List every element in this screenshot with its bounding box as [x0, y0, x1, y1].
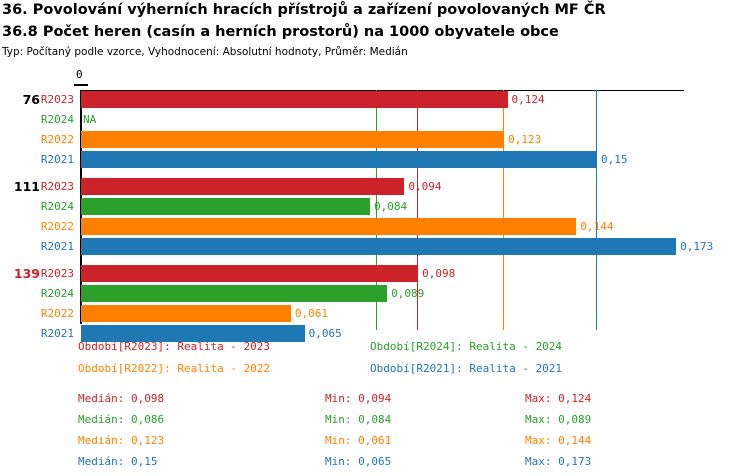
bar-value-label: 0,089 [391, 287, 425, 300]
bar-value-label: 0,098 [422, 267, 456, 280]
bar-row-label-r2024: R2024 [40, 200, 74, 213]
chart-top-axis [80, 90, 684, 91]
bar-r2024[interactable] [81, 198, 370, 215]
bar-row-label-r2023: R2023 [40, 267, 74, 280]
bar-value-label: 0,094 [408, 180, 442, 193]
bar-row-label-r2024: R2024 [40, 113, 74, 126]
stat-min-row1: Min: 0,084 [325, 413, 392, 426]
bar-value-label: 0,065 [308, 327, 342, 340]
bar-row-label-r2021: R2021 [40, 240, 74, 253]
bar-value-label: 0,123 [508, 133, 542, 146]
bar-r2021[interactable] [81, 151, 597, 168]
page-subtitle: Typ: Počítaný podle vzorce, Vyhodnocení:… [2, 46, 408, 58]
bar-r2023[interactable] [81, 91, 508, 108]
bar-row-label-r2022: R2022 [40, 133, 74, 146]
reference-line-r2024 [375, 90, 377, 330]
stat-max-row2: Max: 0,144 [525, 434, 592, 447]
stat-max-row0: Max: 0,124 [525, 392, 592, 405]
stat-median-row2: Medián: 0,123 [78, 434, 165, 447]
reference-line-r2023 [417, 90, 419, 330]
bar-r2024[interactable] [81, 285, 388, 302]
bar-r2022[interactable] [81, 218, 577, 235]
group-label-139[interactable]: 139 [13, 266, 40, 281]
legend-item-1[interactable]: Období[R2024]: Realita - 2024 [370, 340, 563, 353]
stat-min-row3: Min: 0,065 [325, 455, 392, 468]
reference-line-r2021 [596, 90, 597, 330]
page-title-line1: 36. Povolování výherních hracích přístro… [2, 2, 606, 18]
bar-r2021[interactable] [81, 325, 305, 342]
zero-tick [74, 84, 88, 86]
bar-r2021[interactable] [81, 238, 677, 255]
bar-row-label-r2022: R2022 [40, 307, 74, 320]
bar-row-label-r2022: R2022 [40, 220, 74, 233]
bar-row-label-r2024: R2024 [40, 287, 74, 300]
bar-value-label: 0,061 [294, 307, 328, 320]
bar-row-label-r2021: R2021 [40, 153, 74, 166]
bar-value-label: 0,124 [511, 93, 545, 106]
bar-row-label-r2021: R2021 [40, 327, 74, 340]
legend-item-2[interactable]: Období[R2022]: Realita - 2022 [78, 362, 271, 375]
bar-r2023[interactable] [81, 178, 405, 195]
legend-item-3[interactable]: Období[R2021]: Realita - 2021 [370, 362, 563, 375]
page-title-line2: 36.8 Počet heren (casín a herních prosto… [2, 24, 559, 40]
bar-r2023[interactable] [81, 265, 419, 282]
stat-median-row1: Medián: 0,086 [78, 413, 165, 426]
stat-min-row2: Min: 0,061 [325, 434, 392, 447]
stat-max-row3: Max: 0,173 [525, 455, 592, 468]
stat-max-row1: Max: 0,089 [525, 413, 592, 426]
bar-value-label: 0,084 [373, 200, 408, 213]
bar-value-label: 0,15 [601, 153, 628, 166]
bar-na-label: NA [83, 113, 97, 126]
stat-min-row0: Min: 0,094 [325, 392, 392, 405]
bar-value-label: 0,173 [680, 240, 714, 253]
group-label-111[interactable]: 111 [13, 179, 40, 194]
bar-value-label: 0,144 [580, 220, 614, 233]
stat-median-row3: Medián: 0,15 [78, 455, 158, 468]
bar-r2022[interactable] [81, 305, 291, 322]
legend-item-0[interactable]: Období[R2023]: Realita - 2023 [78, 340, 271, 353]
bar-r2022[interactable] [81, 131, 505, 148]
axis-zero-label: 0 [76, 68, 83, 81]
stat-median-row0: Medián: 0,098 [78, 392, 165, 405]
bar-row-label-r2023: R2023 [40, 180, 74, 193]
group-label-76[interactable]: 76 [22, 92, 40, 107]
bar-row-label-r2023: R2023 [40, 93, 74, 106]
reference-line-r2022 [503, 90, 505, 330]
